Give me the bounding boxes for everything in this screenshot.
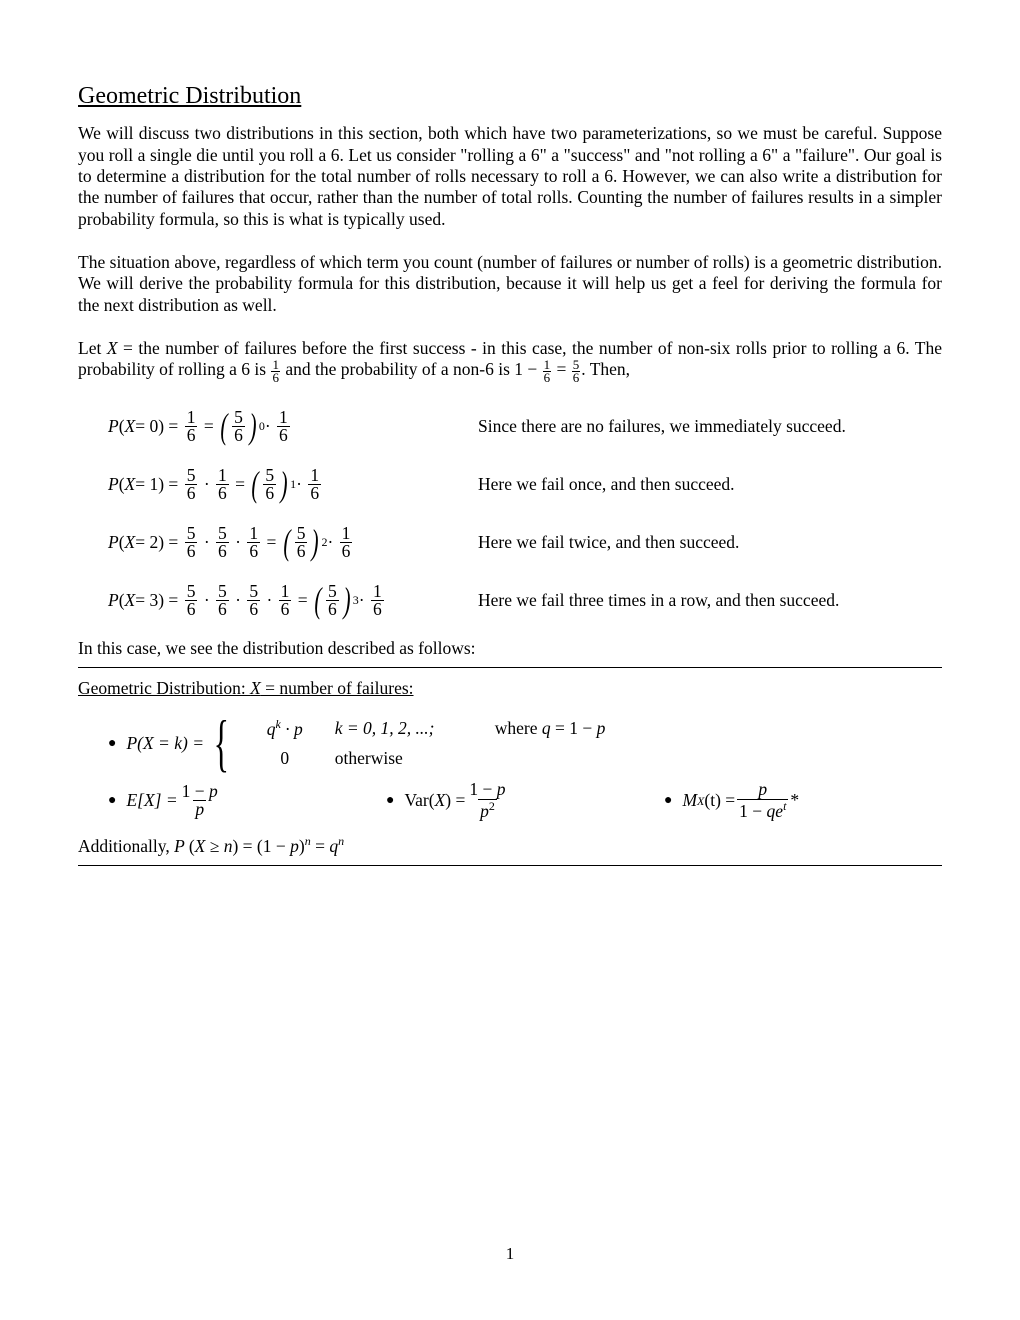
bullet-icon: ●: [108, 735, 116, 752]
pmf-otherwise: otherwise: [335, 748, 495, 769]
derivation-block: P(X = 0) = 16 = (56)0· 16 Since there ar…: [108, 406, 942, 622]
eq-desc-3: Here we fail three times in a row, and t…: [478, 590, 839, 611]
paragraph-4: In this case, we see the distribution de…: [78, 638, 942, 659]
pmf-lhs: P(X = k) =: [126, 733, 204, 754]
eq-lhs-0: P(X = 0) = 16 = (56)0· 16: [108, 409, 478, 445]
subtitle-b: = number of failures:: [261, 678, 414, 698]
eq-row-0: P(X = 0) = 16 = (56)0· 16 Since there ar…: [108, 406, 942, 448]
subtitle-a: Geometric Distribution:: [78, 678, 250, 698]
eq-row-2: P(X = 2) = 56 · 56 · 16 = (56)2· 16 Here…: [108, 522, 942, 564]
brace-icon: {: [214, 721, 229, 766]
tail-probability: Additionally, P (X ≥ n) = (1 − p)n = qn: [78, 834, 942, 857]
moments-row: ● E[X] = 1 − pp ● Var(X) = 1 − pp2 ● MX(…: [108, 781, 942, 820]
eq-desc-0: Since there are no failures, we immediat…: [478, 416, 846, 437]
var-lhs: Var(X) =: [404, 790, 465, 811]
eq-row-3: P(X = 3) = 56 · 56 · 56 · 16 = (56)3· 16…: [108, 580, 942, 622]
rule-top: [78, 667, 942, 668]
pmf-row: ● P(X = k) = { qk · p k = 0, 1, 2, ...; …: [108, 713, 942, 773]
ex-lhs: E[X] =: [126, 790, 177, 811]
eq-desc-2: Here we fail twice, and then succeed.: [478, 532, 739, 553]
bullet-icon: ●: [664, 792, 672, 809]
pmf-cases: qk · p k = 0, 1, 2, ...; where q = 1 − p…: [235, 713, 685, 773]
mgf: ● MX(t) = p1 − qet*: [664, 781, 942, 820]
bullet-icon: ●: [108, 792, 116, 809]
pmf-zero: 0: [235, 748, 335, 769]
box-subtitle: Geometric Distribution: X = number of fa…: [78, 678, 942, 699]
paragraph-2: The situation above, regardless of which…: [78, 252, 942, 316]
page-number: 1: [0, 1244, 1020, 1265]
bullet-icon: ●: [386, 792, 394, 809]
para3-text-c: and the probability of a non-6 is: [281, 360, 514, 380]
eq-desc-1: Here we fail once, and then succeed.: [478, 474, 735, 495]
expected-value: ● E[X] = 1 − pp: [108, 783, 386, 819]
page: Geometric Distribution We will discuss t…: [0, 0, 1020, 1320]
tail-a: Additionally,: [78, 836, 174, 856]
para3-text-a: Let: [78, 338, 107, 358]
rule-bottom: [78, 865, 942, 866]
eq-lhs-2: P(X = 2) = 56 · 56 · 16 = (56)2· 16: [108, 525, 478, 561]
para3-text-d: . Then,: [581, 360, 630, 380]
eq-row-1: P(X = 1) = 56 · 16 = (56)1· 16 Here we f…: [108, 464, 942, 506]
eq-lhs-3: P(X = 3) = 56 · 56 · 56 · 16 = (56)3· 16: [108, 583, 478, 619]
mgf-lhs-b: (t) =: [704, 790, 735, 811]
paragraph-1: We will discuss two distributions in thi…: [78, 123, 942, 230]
pmf-where: where q = 1 − p: [495, 718, 606, 738]
mgf-lhs-a: M: [682, 790, 697, 811]
eq-lhs-1: P(X = 1) = 56 · 16 = (56)1· 16: [108, 467, 478, 503]
section-title: Geometric Distribution: [78, 82, 942, 111]
paragraph-3: Let X = the number of failures before th…: [78, 338, 942, 384]
variance: ● Var(X) = 1 − pp2: [386, 781, 664, 820]
pmf-domain: k = 0, 1, 2, ...;: [335, 718, 435, 738]
